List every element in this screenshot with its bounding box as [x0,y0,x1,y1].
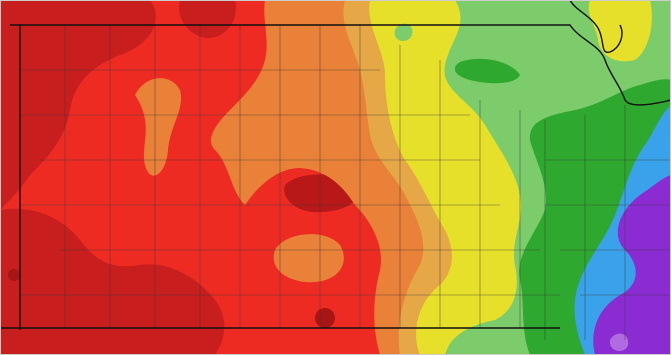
region-purple [593,175,671,355]
region-dark-red [179,0,236,39]
region-dark-red [8,269,20,281]
region-dark-red [0,0,156,210]
region-dark-red [0,208,225,355]
region-orange [273,234,344,283]
region-orange [135,78,182,176]
region-dark-red [315,308,335,328]
region-yellow [588,0,652,62]
region-green [454,58,520,84]
region-purple [609,333,629,352]
state-borders [0,0,671,330]
region-light-green [394,23,413,42]
county-lines [20,25,671,340]
